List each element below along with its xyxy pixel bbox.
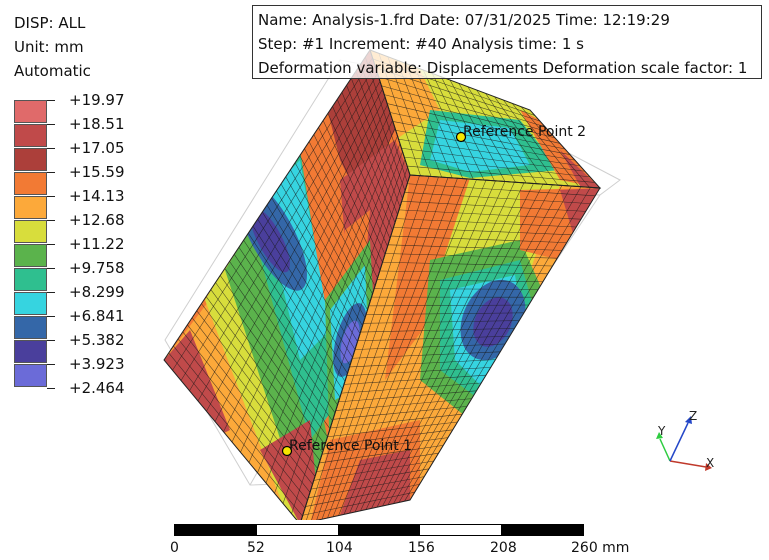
reference-point-1-label: Reference Point 1 [289, 438, 412, 454]
scale-bar [174, 524, 584, 536]
legend-tick [47, 100, 55, 101]
legend-swatch [14, 316, 47, 339]
reference-point-2-marker[interactable] [455, 131, 467, 143]
result-label: DISP: ALL [14, 14, 86, 32]
analysis-info-box: Name: Analysis-1.frd Date: 07/31/2025 Ti… [252, 5, 762, 79]
reference-point-1-marker[interactable] [281, 445, 293, 457]
legend-tick [47, 124, 55, 125]
legend-swatch [14, 124, 47, 147]
x-axis-arrow-icon [705, 463, 712, 471]
scale-bar-segment [256, 525, 339, 535]
legend-value: +2.464 [69, 379, 125, 397]
z-axis-line [669, 422, 689, 462]
z-axis-arrow-icon [685, 416, 692, 424]
unit-label: Unit: mm [14, 38, 84, 56]
x-axis-label: X [706, 456, 714, 470]
scale-bar-segment [501, 525, 583, 535]
color-legend: +19.97 +18.51 +17.05 +15.59 +14.13 +12.68 +11.… [14, 91, 154, 400]
scale-label: 0 [170, 540, 179, 556]
scale-bar-segment [419, 525, 502, 535]
legend-tick [47, 196, 55, 197]
reference-point-2-label: Reference Point 2 [463, 124, 586, 140]
legend-swatch [14, 340, 47, 363]
legend-tick [47, 268, 55, 269]
y-axis-label: Y [657, 424, 666, 438]
legend-value: +17.05 [69, 139, 125, 157]
x-axis-line [669, 460, 707, 468]
deformed-outline [163, 48, 602, 520]
legend-value: +12.68 [69, 211, 125, 229]
legend-value: +3.923 [69, 355, 125, 373]
legend-tick [47, 220, 55, 221]
info-line-deformation: Deformation variable: Displacements Defo… [258, 59, 748, 77]
legend-value: +18.51 [69, 115, 125, 133]
info-line-step: Step: #1 Increment: #40 Analysis time: 1… [258, 35, 584, 53]
scale-label: 208 [490, 540, 517, 556]
info-line-name-date: Name: Analysis-1.frd Date: 07/31/2025 Ti… [258, 11, 670, 29]
legend-tick [47, 244, 55, 245]
axis-triad: X Y Z [656, 409, 714, 471]
legend-swatch [14, 220, 47, 243]
scale-label: 260 mm [571, 540, 630, 556]
y-axis-line [659, 438, 671, 462]
legend-swatch [14, 364, 47, 387]
legend-swatch [14, 292, 47, 315]
scale-label: 104 [326, 540, 353, 556]
legend-tick [47, 292, 55, 293]
model-viewport[interactable]: Reference Point 2 Reference Point 1 [0, 0, 769, 520]
scale-label: 52 [247, 540, 265, 556]
legend-swatch [14, 268, 47, 291]
z-axis-label: Z [689, 409, 697, 423]
legend-tick [47, 340, 55, 341]
scale-label: 156 [408, 540, 435, 556]
legend-tick [47, 364, 55, 365]
legend-tick [47, 148, 55, 149]
legend-value: +8.299 [69, 283, 125, 301]
legend-value: +15.59 [69, 163, 125, 181]
legend-swatch [14, 100, 47, 123]
legend-swatch [14, 196, 47, 219]
scale-bar-segment [338, 525, 420, 535]
legend-tick [47, 172, 55, 173]
scale-bar-segment [175, 525, 257, 535]
legend-value: +6.841 [69, 307, 125, 325]
legend-tick [47, 388, 55, 389]
legend-swatch [14, 244, 47, 267]
legend-value: +9.758 [69, 259, 125, 277]
legend-value: +11.22 [69, 235, 125, 253]
legend-value: +14.13 [69, 187, 125, 205]
legend-swatch [14, 172, 47, 195]
y-axis-arrow-icon [656, 432, 663, 439]
legend-swatch [14, 148, 47, 171]
range-mode-label: Automatic [14, 62, 91, 80]
legend-value: +19.97 [69, 91, 125, 109]
legend-value: +5.382 [69, 331, 125, 349]
legend-tick [47, 316, 55, 317]
